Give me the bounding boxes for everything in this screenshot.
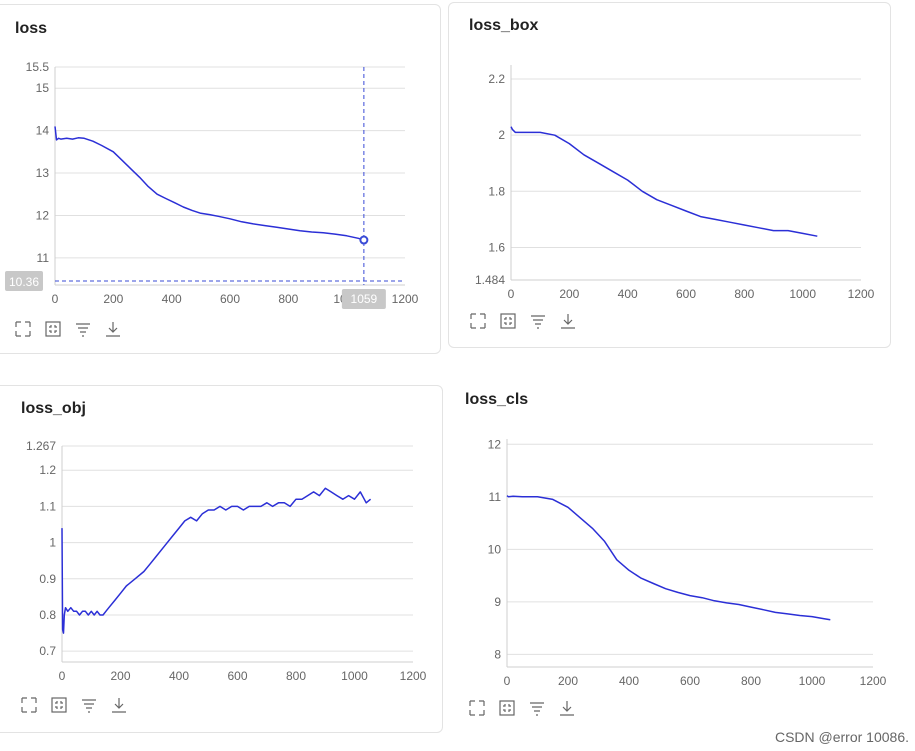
x-tick-label: 400 (169, 669, 189, 683)
hover-point[interactable] (359, 235, 369, 245)
series-line[interactable] (506, 495, 831, 621)
filter-icon[interactable] (527, 698, 547, 718)
y-tick-label: 1 (49, 536, 56, 550)
x-tick-label: 0 (504, 674, 511, 688)
line-chart-loss-obj[interactable]: 1.267 1.2 1.1 1 0.9 0.8 0.70 200 400 600 800 1000 12… (0, 386, 444, 734)
x-tick-label: 200 (559, 287, 579, 301)
x-tick-label: 600 (220, 292, 240, 306)
x-tick-label: 800 (734, 287, 754, 301)
y-tick-label: 11 (37, 251, 50, 265)
x-tick-label: 0 (508, 287, 515, 301)
x-tick-label: 200 (103, 292, 123, 306)
x-tick-label: 600 (680, 674, 700, 688)
chart-card-loss: loss 15.51514131211020040060080010001200… (0, 4, 441, 354)
x-tick-label: 1000 (789, 287, 816, 301)
filter-icon[interactable] (528, 311, 548, 331)
expand-icon[interactable] (13, 319, 33, 339)
y-tick-label: 15 (36, 81, 50, 95)
chart-card-loss-obj: loss_obj 1.267 1.2 1.1 1 0.9 0.8 0.7 0 200 400 600… (0, 385, 443, 733)
line-chart-loss[interactable]: 15.5151413121102004006008001000120010.36… (0, 5, 442, 355)
y-tick-label: 1.1 (39, 499, 56, 513)
y-tick-label: 0.8 (39, 608, 56, 622)
y-tick-label: 1.2 (39, 463, 56, 477)
x-tick-label: 1000 (799, 674, 826, 688)
y-tick-label: 1.6 (488, 240, 505, 254)
fit-icon[interactable] (497, 698, 517, 718)
x-tick-label: 1200 (392, 292, 419, 306)
fit-icon[interactable] (43, 319, 63, 339)
y-tick-label: 9 (494, 595, 501, 609)
x-tick-label: 1000 (341, 669, 368, 683)
y-tick-label: 10 (488, 542, 502, 556)
expand-icon[interactable] (468, 311, 488, 331)
chart-title: loss (15, 20, 48, 37)
filter-icon[interactable] (79, 695, 99, 715)
hover-x-badge (341, 289, 386, 309)
y-tick-label: 1.484 (475, 273, 505, 287)
fit-icon[interactable] (49, 695, 69, 715)
y-tick-label: 2.2 (488, 72, 505, 86)
chart-toolbar (467, 698, 577, 718)
y-tick-label: 2 (498, 128, 505, 142)
watermark: CSDN @error 10086. (774, 729, 909, 745)
series-line[interactable] (54, 126, 365, 241)
download-icon[interactable] (558, 311, 578, 331)
x-tick-label: 800 (741, 674, 761, 688)
x-tick-label: 1200 (860, 674, 887, 688)
download-icon[interactable] (109, 695, 129, 715)
series-line[interactable] (61, 487, 372, 634)
filter-icon[interactable] (73, 319, 93, 339)
chart-card-loss-cls: loss_cls 12 11 10 9 8 0 200 400 600 800 1000 1200 (448, 388, 891, 734)
chart-toolbar (13, 319, 123, 339)
chart-card-loss-box: loss_box 2.2 2 1.8 1.6 1.484 0 200 400 600 800 100… (448, 2, 891, 348)
chart-title: loss_obj (21, 400, 86, 417)
y-tick-label: 13 (36, 166, 50, 180)
y-tick-label: 12 (36, 208, 50, 222)
y-tick-label: 14 (36, 124, 50, 138)
hover-y-label: 10.36 (9, 275, 39, 289)
y-tick-label: 12 (488, 437, 502, 451)
chart-title: loss_cls (465, 391, 529, 408)
x-tick-label: 0 (59, 669, 66, 683)
x-tick-label: 600 (676, 287, 696, 301)
x-tick-label: 800 (278, 292, 298, 306)
fit-icon[interactable] (498, 311, 518, 331)
y-tick-label: 0.7 (39, 644, 56, 658)
x-tick-label: 200 (110, 669, 130, 683)
x-tick-label: 600 (227, 669, 247, 683)
y-tick-label: 8 (494, 647, 501, 661)
y-tick-label: 11 (489, 490, 502, 504)
download-icon[interactable] (103, 319, 123, 339)
y-tick-label: 1.8 (488, 184, 505, 198)
expand-icon[interactable] (467, 698, 487, 718)
line-chart-loss-cls[interactable]: 12 11 10 9 80 200 400 600 800 1000 1200 (449, 389, 892, 735)
hover-y-badge (5, 271, 43, 291)
x-tick-label: 200 (558, 674, 578, 688)
y-tick-label: 15.5 (26, 60, 50, 74)
series-line[interactable] (510, 126, 818, 237)
x-tick-label: 400 (619, 674, 639, 688)
x-tick-label: 0 (52, 292, 59, 306)
chart-title: loss_box (469, 17, 539, 34)
x-tick-label: 800 (286, 669, 306, 683)
y-tick-label: 0.9 (39, 572, 56, 586)
chart-toolbar (468, 311, 578, 331)
hover-x-label: 1059 (351, 292, 378, 306)
x-tick-label: 400 (162, 292, 182, 306)
download-icon[interactable] (557, 698, 577, 718)
x-tick-label: 1200 (400, 669, 427, 683)
y-tick-label: 1.267 (26, 439, 56, 453)
x-tick-label: 400 (618, 287, 638, 301)
expand-icon[interactable] (19, 695, 39, 715)
chart-toolbar (19, 695, 129, 715)
x-tick-label: 1200 (848, 287, 875, 301)
